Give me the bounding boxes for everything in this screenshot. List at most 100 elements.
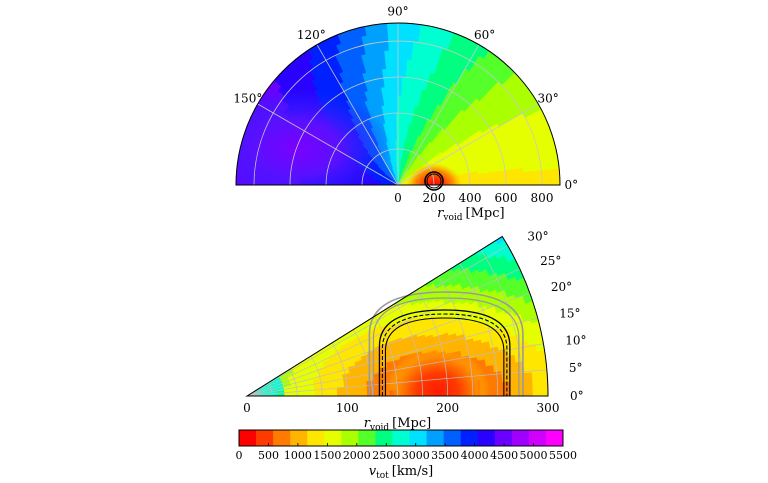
colorbar-block — [546, 430, 564, 446]
radius-tick-label: 0 — [394, 191, 402, 205]
field-cell — [394, 68, 398, 77]
radius-tick-label: 200 — [423, 191, 446, 205]
field-cell — [533, 180, 542, 185]
field-cell — [401, 77, 405, 86]
angle-tick-label: 150° — [233, 91, 262, 105]
field-cell — [398, 68, 402, 77]
field-cell — [510, 388, 518, 392]
angle-tick-label: 30° — [537, 91, 558, 105]
field-cell — [403, 32, 409, 41]
colorbar-tick-label: 5000 — [520, 449, 548, 462]
angle-tick-label: 120° — [297, 28, 326, 42]
field-cell — [510, 392, 518, 396]
field-cell — [533, 392, 541, 396]
field-cell — [551, 179, 560, 185]
colorbar-block — [239, 430, 257, 446]
field-cell — [540, 388, 548, 392]
field-cell — [398, 86, 401, 95]
field-cell — [533, 380, 541, 384]
colorbar-tick-label: 1000 — [284, 449, 312, 462]
colorbar-tick-label: 5500 — [549, 449, 577, 462]
colorbar-tick-label: 1500 — [313, 449, 341, 462]
radius-tick-label: 0 — [243, 401, 251, 415]
colorbar-tick-label: 2000 — [343, 449, 371, 462]
field-cell — [393, 32, 398, 41]
field-cell — [542, 174, 551, 180]
field-cell — [398, 59, 402, 68]
colorbar-tick-label: 3500 — [431, 449, 459, 462]
radius-tick-label: 400 — [459, 191, 482, 205]
colorbar-block — [512, 430, 530, 446]
angle-tick-label: 25° — [540, 254, 561, 268]
field-cell — [515, 181, 524, 185]
field-cell — [540, 392, 548, 396]
field-cell — [506, 181, 515, 185]
radius-tick-label: 800 — [531, 191, 554, 205]
radius-tick-label: 100 — [336, 401, 359, 415]
half-panel-radius-labels: 0 200 400 600 800 — [394, 191, 553, 205]
field-cell — [551, 174, 560, 180]
colorbar-block — [375, 430, 393, 446]
field-cell — [402, 68, 406, 77]
radius-tick-label: 600 — [495, 191, 518, 205]
colorbar-block — [290, 430, 308, 446]
angle-tick-label: 10° — [565, 334, 586, 348]
colorbar-blocks — [239, 430, 564, 446]
colorbar-label: vtot[km/s] — [369, 464, 433, 479]
field-cell — [387, 23, 393, 32]
colorbar-block — [427, 430, 445, 446]
colorbar-block — [444, 430, 462, 446]
colorbar-block — [358, 430, 376, 446]
colorbar-block — [273, 430, 291, 446]
angle-tick-label: 15° — [559, 306, 580, 320]
field-cell — [387, 32, 393, 41]
field-cell — [393, 50, 398, 59]
colorbar-tick-label: 2500 — [372, 449, 400, 462]
wedge-panel-field — [247, 236, 548, 438]
angle-tick-label: 30° — [527, 229, 548, 243]
colorbar-block — [307, 430, 325, 446]
field-cell — [402, 50, 407, 59]
field-cell — [525, 384, 533, 388]
half-panel-xlabel: rvoid[Mpc] — [437, 206, 504, 223]
colorbar-block — [495, 430, 513, 446]
field-cell — [510, 385, 518, 389]
field-cell — [524, 180, 533, 185]
angle-tick-label: 5° — [569, 361, 583, 375]
colorbar-tick-label: 4500 — [490, 449, 518, 462]
radius-tick-label: 200 — [436, 401, 459, 415]
angle-tick-label: 90° — [387, 5, 408, 19]
field-cell — [533, 384, 541, 388]
field-cell — [409, 23, 415, 32]
field-cell — [398, 32, 403, 41]
field-cell — [398, 77, 402, 86]
colorbar-tick-label: 500 — [258, 449, 279, 462]
field-cell — [525, 388, 533, 392]
colorbar-block — [529, 430, 547, 446]
colorbar-block — [324, 430, 342, 446]
field-cell — [398, 41, 403, 50]
field-cell — [398, 50, 403, 59]
angle-tick-label: 0° — [565, 178, 579, 192]
field-cell — [495, 389, 503, 393]
field-cell — [495, 392, 503, 396]
colorbar-block — [461, 430, 479, 446]
field-cell — [393, 41, 398, 50]
field-cell — [525, 392, 533, 396]
field-cell — [398, 95, 401, 104]
field-cell — [533, 388, 541, 392]
field-cell — [540, 379, 548, 384]
colorbar-block — [341, 430, 359, 446]
field-cell — [403, 41, 408, 50]
angle-tick-label: 0° — [570, 389, 584, 403]
field-cell — [394, 59, 398, 68]
colorbar-tick-label: 0 — [236, 449, 243, 462]
field-cell — [402, 59, 407, 68]
field-cell — [398, 23, 404, 32]
angle-tick-label: 20° — [551, 280, 572, 294]
